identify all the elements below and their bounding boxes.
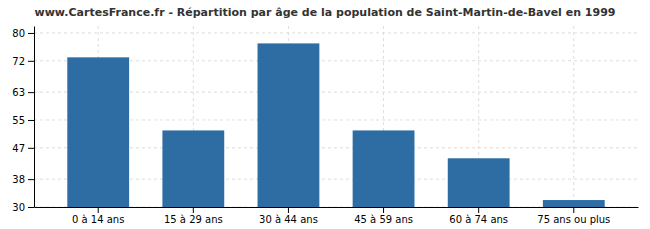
y-tick-mark [28, 33, 34, 34]
grid-line-x [573, 26, 574, 207]
y-tick-label: 47 [12, 143, 25, 154]
x-tick-label: 45 à 59 ans [354, 214, 413, 225]
x-tick: 45 à 59 ans [354, 207, 413, 225]
x-tick-mark [383, 207, 384, 213]
y-tick-label: 80 [12, 28, 25, 39]
bar [543, 200, 605, 207]
x-tick-mark [193, 207, 194, 213]
bar [67, 57, 129, 207]
x-tick: 30 à 44 ans [259, 207, 318, 225]
y-tick: 63 [12, 87, 34, 98]
x-tick: 60 à 74 ans [449, 207, 508, 225]
chart: www.CartesFrance.fr - Répartition par âg… [0, 0, 650, 229]
x-tick-label: 75 ans ou plus [537, 214, 610, 225]
x-tick-mark [478, 207, 479, 213]
y-tick: 80 [12, 28, 34, 39]
x-tick-label: 0 à 14 ans [72, 214, 124, 225]
y-tick-mark [28, 179, 34, 180]
x-tick: 0 à 14 ans [72, 207, 124, 225]
y-tick-label: 72 [12, 56, 25, 67]
x-axis: 0 à 14 ans 15 à 29 ans 30 à 44 ans 45 à 59 … [35, 207, 639, 225]
y-tick-label: 63 [12, 87, 25, 98]
y-tick: 55 [12, 115, 34, 126]
bar [353, 130, 415, 207]
y-tick-mark [28, 61, 34, 62]
y-tick: 38 [12, 174, 34, 185]
y-axis-line [34, 27, 35, 208]
x-tick-label: 30 à 44 ans [259, 214, 318, 225]
y-axis: 30 38 47 55 63 72 80 [12, 27, 34, 213]
y-tick-label: 38 [12, 174, 25, 185]
y-tick-mark [28, 207, 34, 208]
x-tick-mark [98, 207, 99, 213]
y-tick-mark [28, 148, 34, 149]
x-tick: 75 ans ou plus [537, 207, 610, 225]
x-tick-label: 15 à 29 ans [164, 214, 223, 225]
y-tick-label: 55 [12, 115, 25, 126]
x-tick-mark [573, 207, 574, 213]
bars [67, 43, 604, 207]
x-axis-line [35, 207, 639, 208]
y-tick-label: 30 [12, 202, 25, 213]
title: www.CartesFrance.fr - Répartition par âg… [35, 6, 616, 19]
bar [448, 158, 510, 207]
grid [34, 26, 638, 207]
bar [162, 130, 224, 207]
bar [258, 43, 320, 207]
grid-line-y [34, 32, 638, 33]
x-tick: 15 à 29 ans [164, 207, 223, 225]
y-tick-mark [28, 120, 34, 121]
plot: 30 38 47 55 63 72 80 0 à 14 ans 15 à 29 ans 30 à … [12, 26, 638, 225]
y-tick: 47 [12, 143, 34, 154]
x-tick-mark [288, 207, 289, 213]
x-tick-label: 60 à 74 ans [449, 214, 508, 225]
y-tick: 72 [12, 56, 34, 67]
y-tick: 30 [12, 202, 34, 213]
y-tick-mark [28, 92, 34, 93]
